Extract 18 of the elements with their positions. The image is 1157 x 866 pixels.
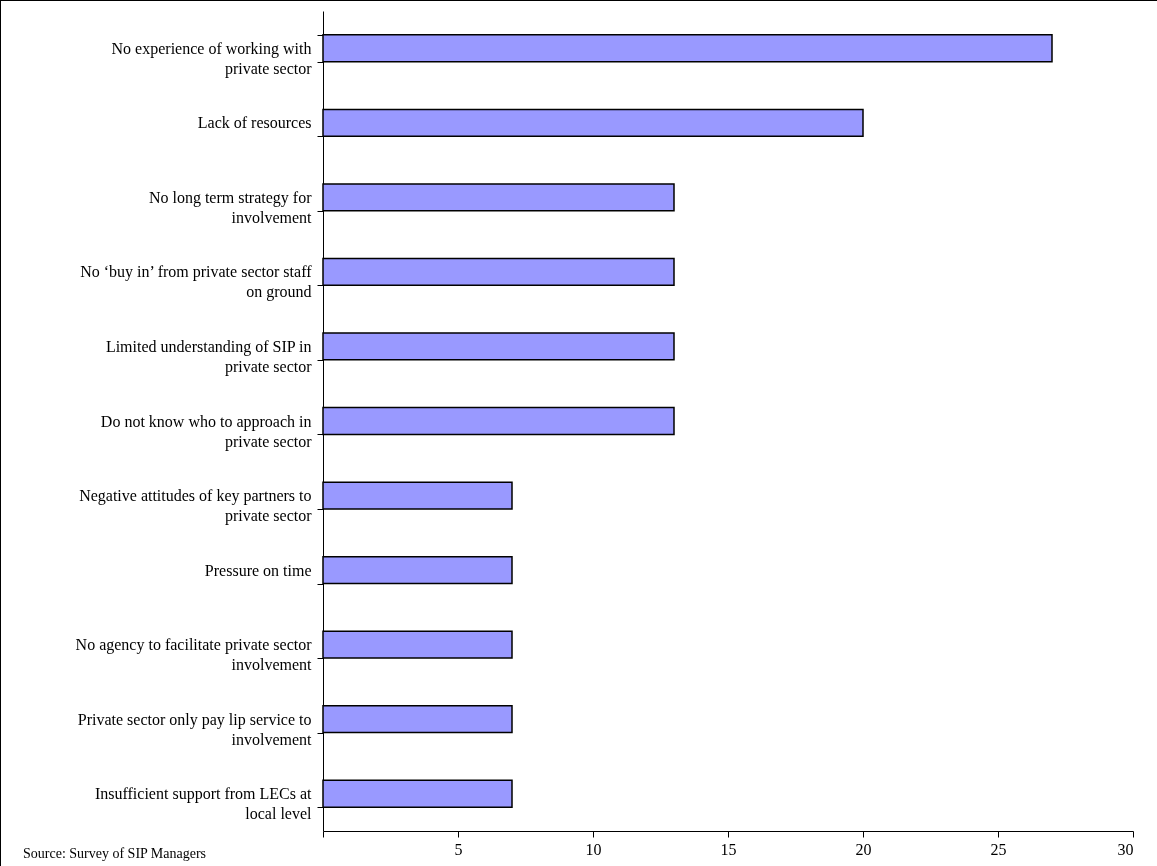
x-tick-label: 15 [720, 840, 737, 858]
x-tick-label: 20 [855, 840, 872, 858]
x-tick-label: 25 [990, 840, 1007, 858]
y-tick-label: Limited understanding of SIP in private sector [105, 337, 313, 376]
y-tick-label: No long term strategy for involvement [148, 188, 313, 226]
y-tick-label: Insufficient support from LECs at local level [94, 785, 313, 823]
y-tick-label: No experience of working with private sector [111, 39, 313, 78]
y-tick-label: Private sector only pay lip service to involvement [77, 710, 313, 748]
y-tick-label: No ‘buy in’ from private sector staff on ground [80, 263, 313, 302]
x-tick-label: 30 [1117, 840, 1134, 858]
y-tick-label: Pressure on time [204, 561, 312, 579]
x-tick-label: 10 [585, 840, 602, 858]
y-tick-label: Negative attitudes of key partners to private sector [79, 487, 313, 526]
x-tick-label: 5 [454, 840, 463, 858]
source-note: Source: Survey of SIP Managers [23, 846, 207, 861]
y-tick-label: Do not know who to approach in private sector [100, 412, 313, 451]
y-tick-label: Lack of resources [197, 114, 312, 132]
y-tick-label: No agency to facilitate private sector involvement [75, 636, 313, 674]
